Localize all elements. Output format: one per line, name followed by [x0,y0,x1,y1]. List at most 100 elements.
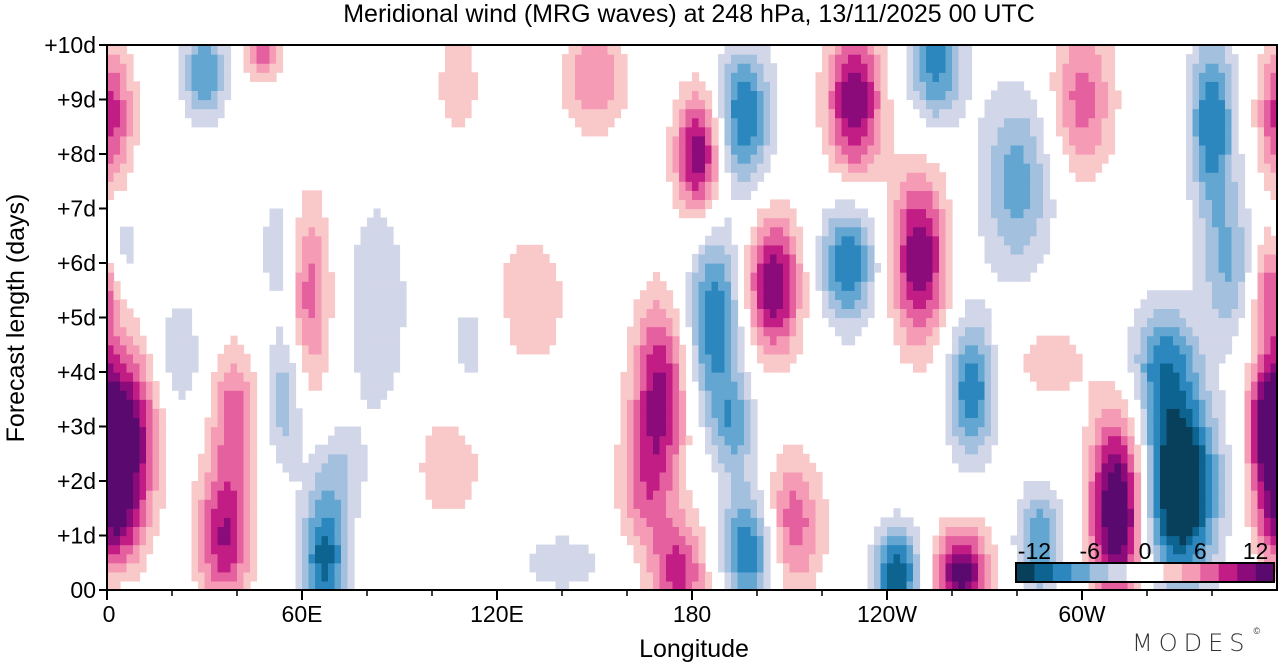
field-cell [452,118,459,128]
field-cell [1258,318,1265,328]
field-cell [250,63,257,73]
field-cell [1264,490,1271,500]
field-cell [1186,181,1193,191]
field-cell [1212,463,1219,473]
field-cell [536,563,543,573]
field-cell [1024,145,1031,155]
field-cell [276,436,283,446]
field-cell [114,536,121,546]
field-cell [647,281,654,291]
field-cell [562,100,569,110]
field-cell [107,63,114,73]
field-cell [855,163,862,173]
field-cell [1206,54,1213,64]
field-cell [985,417,992,427]
field-cell [868,290,875,300]
field-cell [1232,245,1239,255]
field-cell [218,490,225,500]
field-cell [192,72,199,82]
field-cell [354,454,361,464]
field-cell [296,454,303,464]
field-cell [829,163,836,173]
field-cell [965,327,972,337]
field-cell [172,345,179,355]
field-cell [835,236,842,246]
field-cell [686,545,693,555]
field-cell [1245,508,1252,518]
field-cell [1264,100,1271,110]
field-cell [1089,45,1096,55]
field-cell [842,299,849,309]
field-cell [107,417,114,427]
field-cell [1108,81,1115,91]
field-cell [764,281,771,291]
field-cell [783,299,790,309]
field-cell [237,490,244,500]
field-cell [283,436,290,446]
field-cell [1199,308,1206,318]
field-cell [731,90,738,100]
field-cell [296,299,303,309]
field-cell [874,81,881,91]
field-cell [107,499,114,509]
field-cell [1238,172,1245,182]
field-cell [920,45,927,55]
field-cell [1121,472,1128,482]
field-cell [322,336,329,346]
field-cell [1082,81,1089,91]
field-cell [549,563,556,573]
field-cell [315,308,322,318]
field-cell [1258,281,1265,291]
field-cell [211,372,218,382]
field-cell [640,517,647,527]
field-cell [1089,463,1096,473]
field-cell [1258,336,1265,346]
field-cell [972,563,979,573]
field-cell [1076,109,1083,119]
field-cell [679,463,686,473]
field-cell [757,63,764,73]
field-cell [868,72,875,82]
field-cell [582,90,589,100]
field-cell [569,545,576,555]
field-cell [1017,118,1024,128]
field-cell [452,490,459,500]
field-cell [120,408,127,418]
field-cell [731,118,738,128]
field-cell [666,499,673,509]
field-cell [816,100,823,110]
field-cell [666,545,673,555]
field-cell [725,336,732,346]
field-cell [1258,381,1265,391]
field-cell [666,526,673,536]
field-cell [159,481,166,491]
field-cell [757,536,764,546]
field-cell [946,408,953,418]
field-cell [588,72,595,82]
field-cell [1037,218,1044,228]
field-cell [848,54,855,64]
field-cell [1037,136,1044,146]
field-cell [725,299,732,309]
field-cell [1115,399,1122,409]
field-cell [991,109,998,119]
field-cell [439,481,446,491]
field-cell [744,408,751,418]
field-cell [1258,90,1265,100]
field-cell [445,109,452,119]
field-cell [1004,127,1011,137]
field-cell [1212,154,1219,164]
field-cell [1043,181,1050,191]
field-cell [835,281,842,291]
field-cell [920,218,927,228]
field-cell [952,536,959,546]
field-cell [952,90,959,100]
field-cell [790,445,797,455]
field-cell [354,427,361,437]
field-cell [894,327,901,337]
field-cell [731,508,738,518]
field-cell [777,272,784,282]
field-cell [751,245,758,255]
field-cell [1212,136,1219,146]
field-cell [237,363,244,373]
